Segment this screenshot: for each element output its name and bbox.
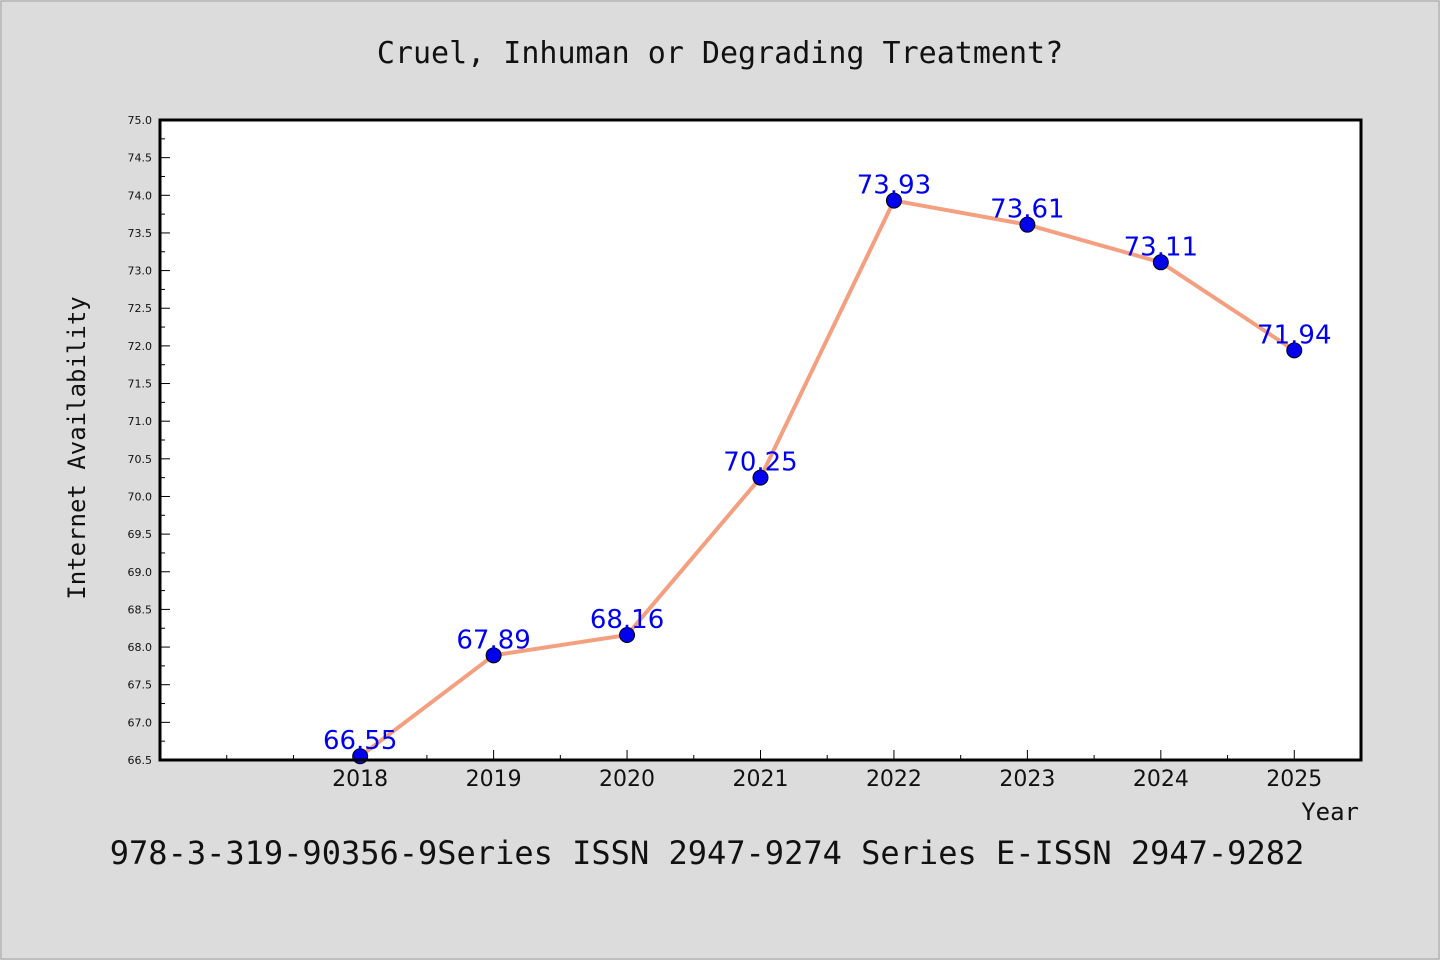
y-tick-label: 68.0 bbox=[128, 641, 153, 654]
y-tick-label: 73.5 bbox=[128, 227, 153, 240]
y-tick-label: 68.5 bbox=[128, 603, 153, 616]
x-tick-label: 2022 bbox=[866, 767, 922, 792]
data-point bbox=[885, 192, 902, 209]
data-label: 68.16 bbox=[590, 605, 664, 635]
y-tick-label: 70.0 bbox=[128, 490, 153, 503]
data-label: 73.93 bbox=[857, 171, 931, 201]
y-axis: 66.5 67.0 67.5 68.0 68.5 69.0 69.5 70.0 70.5 71.0… bbox=[128, 114, 170, 767]
x-tick-label: 2018 bbox=[332, 767, 388, 792]
y-tick-label: 75.0 bbox=[128, 114, 153, 127]
y-axis-label: Internet Availability bbox=[63, 296, 91, 599]
plot-area bbox=[160, 120, 1361, 760]
data-point bbox=[1152, 254, 1169, 271]
y-tick-label: 72.5 bbox=[128, 302, 153, 315]
data-point bbox=[619, 627, 636, 644]
y-tick-label: 66.5 bbox=[128, 754, 153, 767]
y-tick-label: 71.0 bbox=[128, 415, 153, 428]
x-tick-label: 2019 bbox=[466, 767, 522, 792]
x-axis-label: Year bbox=[1301, 798, 1359, 826]
y-tick-label: 74.5 bbox=[128, 152, 153, 165]
x-tick-label: 2021 bbox=[733, 767, 789, 792]
data-labels: 66.55 67.89 68.16 70.25 73.93 73.61 73.11 71.94 bbox=[323, 171, 1332, 757]
y-tick-label: 71.5 bbox=[128, 378, 153, 391]
x-tick-label: 2023 bbox=[999, 767, 1055, 792]
data-label: 66.55 bbox=[323, 726, 397, 756]
plot-frame bbox=[158, 118, 1363, 762]
y-tick-label: 69.0 bbox=[128, 566, 153, 579]
y-tick-label: 70.5 bbox=[128, 453, 153, 466]
data-label: 71.94 bbox=[1257, 320, 1331, 350]
x-axis: 2018 2019 2020 2021 2022 2023 2024 2025 bbox=[159, 750, 1362, 792]
data-point bbox=[1019, 216, 1036, 233]
y-tick-label: 72.0 bbox=[128, 340, 153, 353]
y-tick-label: 74.0 bbox=[128, 189, 153, 202]
data-point bbox=[752, 469, 769, 486]
y-tick-label: 73.0 bbox=[128, 265, 153, 278]
y-tick-label: 67.5 bbox=[128, 679, 153, 692]
data-label: 73.11 bbox=[1124, 232, 1198, 262]
data-label: 70.25 bbox=[723, 448, 797, 478]
x-tick-label: 2025 bbox=[1266, 767, 1322, 792]
data-point bbox=[1286, 342, 1303, 359]
data-point bbox=[485, 647, 502, 664]
y-tick-label: 67.0 bbox=[128, 716, 153, 729]
data-label: 67.89 bbox=[456, 625, 530, 655]
chart-title: Cruel, Inhuman or Degrading Treatment? bbox=[377, 36, 1063, 71]
x-tick-label: 2024 bbox=[1133, 767, 1189, 792]
y-tick-label: 69.5 bbox=[128, 528, 153, 541]
data-label: 73.61 bbox=[990, 195, 1064, 225]
footer-text: 978-3-319-90356-9Series ISSN 2947-9274 S… bbox=[110, 834, 1304, 872]
x-tick-label: 2020 bbox=[599, 767, 655, 792]
series-line bbox=[358, 198, 1296, 758]
